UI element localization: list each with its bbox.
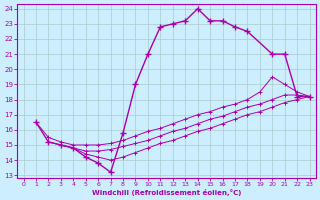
X-axis label: Windchill (Refroidissement éolien,°C): Windchill (Refroidissement éolien,°C) [92,189,241,196]
